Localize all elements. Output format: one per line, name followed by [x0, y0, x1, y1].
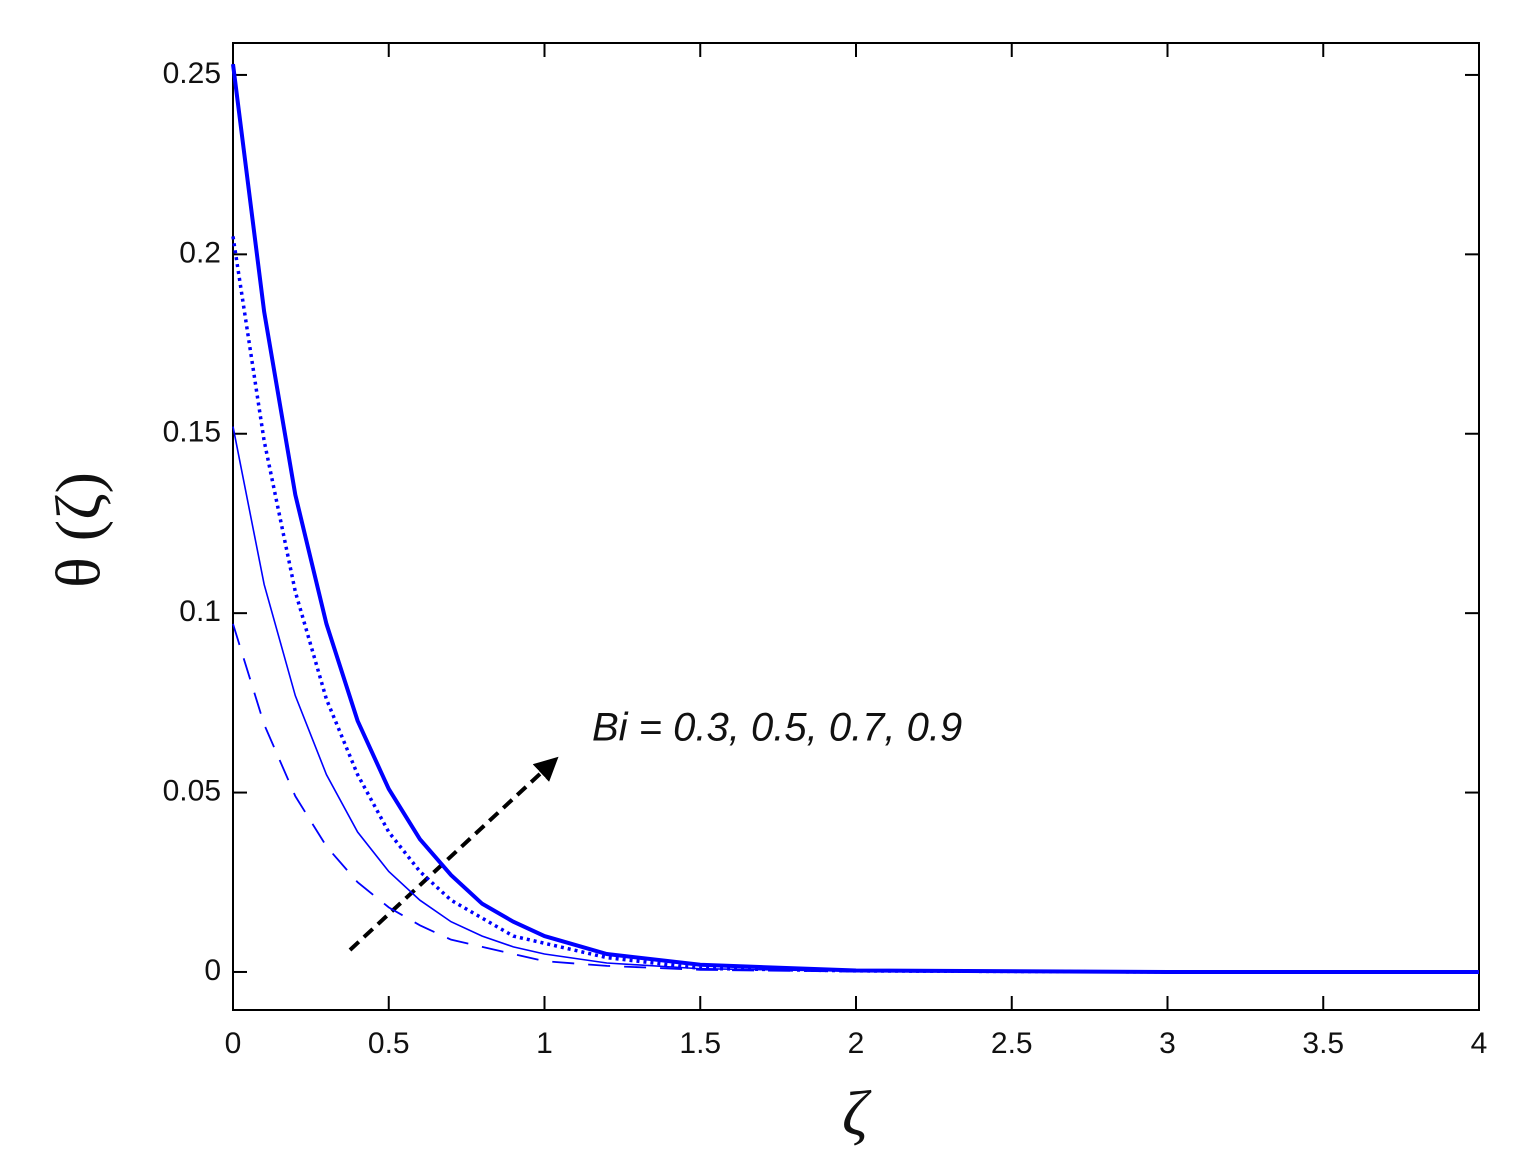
x-tick-label: 1 [536, 1027, 553, 1060]
x-tick-label: 3 [1159, 1027, 1176, 1060]
x-tick-label: 0 [225, 1027, 242, 1060]
y-tick-label: 0 [204, 954, 221, 987]
x-tick-label: 4 [1471, 1027, 1488, 1060]
annotation: Bi = 0.3, 0.5, 0.7, 0.9 [592, 706, 962, 750]
line-series [232, 426, 1479, 973]
y-tick-label: 0.2 [179, 236, 221, 269]
arrow [348, 756, 559, 952]
line-series [231, 236, 1479, 974]
x-tick-label: 0.5 [368, 1027, 410, 1060]
plot-frame [232, 42, 1480, 1011]
x-tick-label: 2 [848, 1027, 865, 1060]
y-tick-label: 0.05 [163, 774, 221, 807]
x-tick-label: 2.5 [991, 1027, 1033, 1060]
y-tick-label: 0.1 [179, 595, 221, 628]
x-tick-label: 3.5 [1302, 1027, 1344, 1060]
y-tick-label: 0.15 [163, 416, 221, 449]
line-series [231, 63, 1479, 974]
y-tick-label: 0.25 [163, 57, 221, 90]
x-tick-label: 1.5 [679, 1027, 721, 1060]
y-axis-label: θ (ζ) [43, 472, 114, 588]
x-axis-label: ζ [842, 1078, 872, 1149]
line-series [232, 623, 1479, 973]
